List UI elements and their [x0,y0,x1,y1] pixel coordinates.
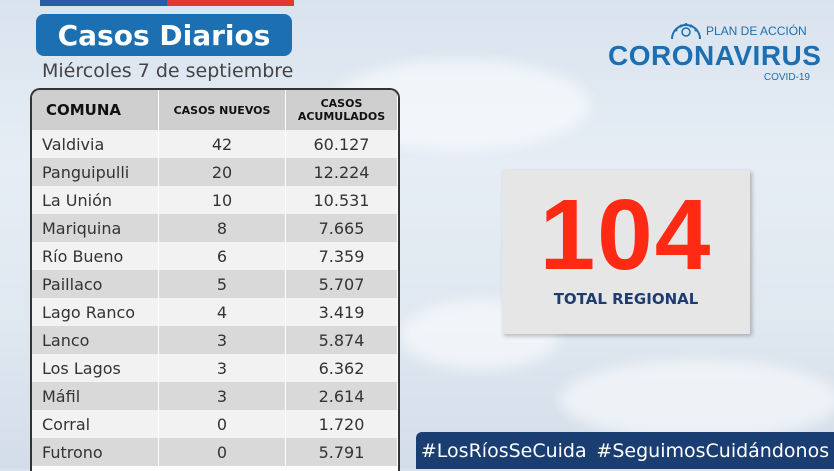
cell-acumulados: 7.359 [285,242,398,270]
cell-nuevos: 42 [158,130,286,158]
cell-comuna: Corral [32,410,159,438]
hashtag-banner: #LosRíosSeCuida #SeguimosCuidándonos [416,432,834,469]
cell-nuevos: 20 [158,158,286,186]
cell-nuevos: 3 [158,382,286,410]
table-row: Panguipulli 20 12.224 [32,158,398,186]
coronavirus-logo: PLAN DE ACCIÓN CORONAVIRUS COVID-19 [608,22,821,84]
table-header-row: COMUNA CASOS NUEVOS CASOS ACUMULADOS [32,90,398,130]
cell-comuna: Río Bueno [32,242,159,270]
cell-acumulados: 2.614 [285,382,398,410]
background-cloud [560,360,834,440]
cell-acumulados: 7.665 [285,214,398,242]
table-row: Paillaco 5 5.707 [32,270,398,298]
table-row: Los Lagos 3 6.362 [32,354,398,382]
header-casos-nuevos: CASOS NUEVOS [158,90,286,130]
cell-acumulados: 10.531 [285,186,398,214]
cell-comuna: Los Lagos [32,354,159,382]
cell-comuna: Lago Ranco [32,298,159,326]
hashtag-1: #LosRíosSeCuida [420,439,587,462]
cell-nuevos: 6 [158,242,286,270]
logo-title: CORONAVIRUS [608,40,822,71]
cell-nuevos: 0 [158,410,286,438]
cell-comuna: Valdivia [32,130,159,158]
cell-nuevos: 5 [158,270,286,298]
cell-acumulados: 3.419 [285,298,398,326]
cell-nuevos: 0 [158,438,286,466]
logo-subtitle: COVID-19 [763,72,810,83]
cell-comuna: Panguipulli [32,158,159,186]
cell-nuevos: 3 [158,326,286,354]
date-label: Miércoles 7 de septiembre [42,60,294,82]
logo-plan-text: PLAN DE ACCIÓN [706,24,807,38]
cell-comuna: Paillaco [32,270,159,298]
table-row: Corral 0 1.720 [32,410,398,438]
cell-acumulados: 60.127 [285,130,398,158]
hashtag-2: #SeguimosCuidándonos [596,439,830,462]
cell-acumulados: 5.874 [285,326,398,354]
cell-comuna: Máfil [32,382,159,410]
flag-stripe [40,0,294,6]
cell-comuna: Futrono [32,438,159,466]
table-row: Valdivia 42 60.127 [32,130,398,158]
cell-nuevos: 10 [158,186,286,214]
table-row: Río Bueno 6 7.359 [32,242,398,270]
virus-icon [671,23,701,40]
cell-comuna: La Unión [32,186,159,214]
cell-nuevos: 3 [158,354,286,382]
cell-acumulados: 5.707 [285,270,398,298]
total-regional-card: 104 TOTAL REGIONAL [502,170,750,334]
table-row: Lago Ranco 4 3.419 [32,298,398,326]
cell-acumulados: 6.362 [285,354,398,382]
table-row: Máfil 3 2.614 [32,382,398,410]
header-comuna: COMUNA [32,90,159,130]
table-row: Futrono 0 5.791 [32,438,398,466]
cell-acumulados: 1.720 [285,410,398,438]
cell-nuevos: 4 [158,298,286,326]
page-title: Casos Diarios [36,14,292,56]
total-label: TOTAL REGIONAL [553,290,699,308]
cell-comuna: Lanco [32,326,159,354]
cell-acumulados: 5.791 [285,438,398,466]
total-number: 104 [539,179,713,291]
cell-nuevos: 8 [158,214,286,242]
cell-comuna: Mariquina [32,214,159,242]
cases-table: COMUNA CASOS NUEVOS CASOS ACUMULADOS Val… [30,88,400,471]
header-casos-acumulados: CASOS ACUMULADOS [285,90,398,130]
table-row: La Unión 10 10.531 [32,186,398,214]
table-row: Lanco 3 5.874 [32,326,398,354]
table-row: Mariquina 8 7.665 [32,214,398,242]
cell-acumulados: 12.224 [285,158,398,186]
